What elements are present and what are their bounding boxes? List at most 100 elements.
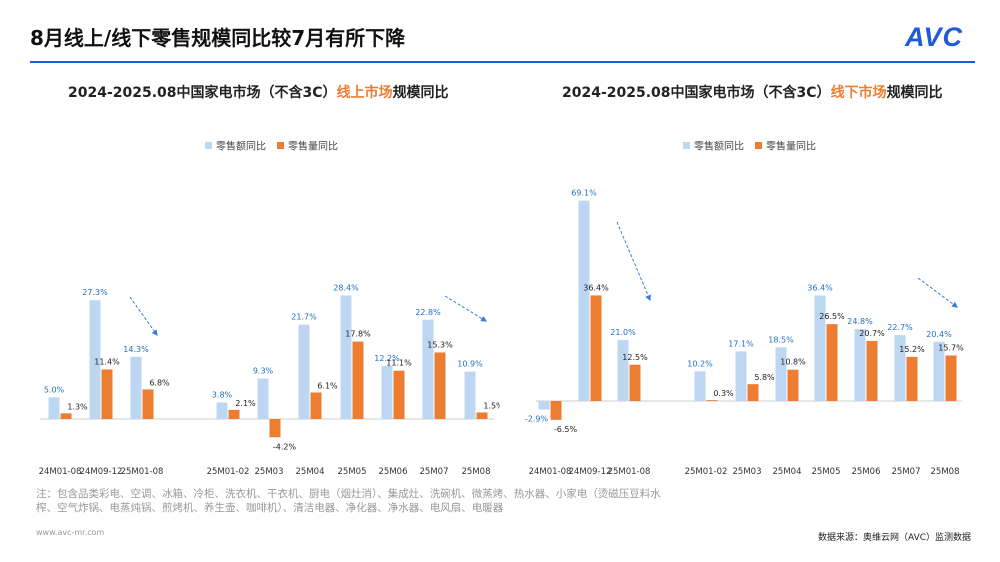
data-label-s1-24M01-08: -2.9% bbox=[525, 414, 549, 423]
bar-s2-25M03 bbox=[269, 419, 281, 438]
legend-swatch-2 bbox=[755, 142, 762, 149]
data-label-s1-25M04: 18.5% bbox=[768, 335, 794, 344]
data-label-s1-25M01-08: 21.0% bbox=[610, 328, 636, 337]
chart-title: 2024-2025.08中国家电市场（不含3C）线上市场规模同比 bbox=[68, 84, 449, 101]
x-tick-label-25M08: 25M08 bbox=[462, 467, 491, 477]
data-label-s2-25M04: 10.8% bbox=[780, 358, 806, 367]
chart-title: 2024-2025.08中国家电市场（不含3C）线下市场规模同比 bbox=[562, 84, 943, 101]
bar-s1-25M08 bbox=[933, 341, 945, 401]
data-label-s1-24M09-12: 27.3% bbox=[82, 288, 108, 297]
data-label-s1-25M05: 36.4% bbox=[807, 283, 833, 292]
bar-s2-25M04 bbox=[787, 369, 799, 401]
data-label-s2-24M09-12: 36.4% bbox=[583, 283, 609, 292]
avc-logo: AVC bbox=[905, 22, 964, 52]
bar-s1-25M07 bbox=[894, 335, 906, 401]
chart-title-prefix: 2024-2025.08中国家电市场（不含3C） bbox=[68, 84, 337, 101]
bar-s2-25M06 bbox=[866, 340, 878, 401]
data-label-s1-25M06: 24.8% bbox=[847, 317, 873, 326]
legend: 零售额同比 零售量同比 bbox=[683, 140, 816, 153]
website-url: www.avc-mr.com bbox=[36, 528, 105, 537]
x-tick-label-25M07: 25M07 bbox=[420, 467, 449, 477]
data-label-s1-25M08: 20.4% bbox=[926, 330, 952, 339]
bar-s1-25M01-02 bbox=[694, 371, 706, 401]
x-tick-label-24M09-12: 24M09-12 bbox=[80, 467, 123, 477]
bar-s2-24M09-12 bbox=[590, 295, 602, 401]
x-tick-label-24M09-12: 24M09-12 bbox=[569, 467, 612, 477]
x-tick-label-25M01-02: 25M01-02 bbox=[685, 467, 728, 477]
footnote: 注：包含品类彩电、空调、冰箱、冷柜、洗衣机、干衣机、厨电（烟灶消）、集成灶、洗碗… bbox=[36, 488, 661, 514]
x-tick-label-25M01-08: 25M01-08 bbox=[608, 467, 651, 477]
data-label-s1-25M03: 9.3% bbox=[253, 367, 274, 376]
bar-s2-25M06 bbox=[393, 370, 405, 419]
bar-s1-25M03 bbox=[257, 378, 269, 419]
bar-s1-24M09-12 bbox=[578, 200, 590, 401]
bar-s1-25M07 bbox=[422, 319, 434, 419]
bar-s1-25M06 bbox=[381, 365, 393, 419]
legend-label-2: 零售量同比 bbox=[288, 140, 338, 153]
data-label-s2-25M05: 26.5% bbox=[819, 312, 845, 321]
bar-s1-25M04 bbox=[298, 324, 310, 419]
chart-title-suffix: 规模同比 bbox=[887, 84, 943, 101]
bar-s2-25M07 bbox=[906, 356, 918, 401]
bar-s1-24M01-08 bbox=[538, 401, 550, 410]
x-tick-label-24M01-08: 24M01-08 bbox=[529, 467, 572, 477]
x-tick-label-25M08: 25M08 bbox=[931, 467, 960, 477]
bar-s2-25M01-08 bbox=[142, 389, 154, 419]
trend-arrow-1 bbox=[616, 221, 651, 302]
bar-s2-25M03 bbox=[747, 384, 759, 401]
x-tick-label-25M05: 25M05 bbox=[812, 467, 841, 477]
data-label-s2-25M03: 5.8% bbox=[754, 373, 775, 382]
data-label-s2-25M07: 15.2% bbox=[899, 345, 925, 354]
bar-s1-25M08 bbox=[464, 371, 476, 419]
bar-s1-25M01-08 bbox=[617, 340, 629, 401]
data-label-s2-25M07: 15.3% bbox=[427, 340, 453, 349]
bar-s1-25M05 bbox=[814, 295, 826, 401]
bar-s1-24M01-08 bbox=[48, 397, 60, 419]
bar-s2-25M08 bbox=[945, 355, 957, 401]
chart-title-highlight: 线下市场 bbox=[831, 84, 887, 101]
bar-s1-25M01-08 bbox=[130, 356, 142, 419]
bar-s2-25M08 bbox=[476, 412, 488, 419]
data-label-s2-24M09-12: 11.4% bbox=[94, 357, 120, 366]
legend-label-1: 零售额同比 bbox=[216, 140, 266, 153]
bar-s1-25M04 bbox=[775, 347, 787, 401]
data-label-s2-25M04: 6.1% bbox=[317, 381, 338, 390]
bar-s2-25M07 bbox=[434, 352, 446, 419]
data-label-s2-25M01-08: 6.8% bbox=[149, 378, 170, 387]
data-label-s2-24M01-08: 1.3% bbox=[67, 402, 88, 411]
data-label-s2-25M05: 17.8% bbox=[345, 330, 371, 339]
data-label-s1-25M04: 21.7% bbox=[291, 313, 317, 322]
bar-s2-24M09-12 bbox=[101, 369, 113, 419]
data-label-s1-25M01-08: 14.3% bbox=[123, 345, 149, 354]
legend-label-2: 零售量同比 bbox=[766, 140, 816, 153]
data-label-s2-25M03: -4.2% bbox=[273, 442, 297, 451]
data-label-s2-24M01-08: -6.5% bbox=[554, 425, 578, 434]
chart-title-suffix: 规模同比 bbox=[393, 84, 449, 101]
bar-s2-25M05 bbox=[352, 341, 364, 419]
trend-arrow-2 bbox=[917, 277, 958, 308]
data-label-s1-25M07: 22.8% bbox=[415, 308, 441, 317]
data-label-s2-25M01-02: 2.1% bbox=[235, 399, 256, 408]
x-tick-label-25M01-02: 25M01-02 bbox=[207, 467, 250, 477]
x-tick-label-25M06: 25M06 bbox=[379, 467, 408, 477]
legend-swatch-2 bbox=[277, 142, 284, 149]
data-label-s1-25M06: 12.2% bbox=[374, 354, 400, 363]
x-tick-label-25M04: 25M04 bbox=[773, 467, 802, 477]
chart-title-highlight: 线上市场 bbox=[337, 84, 393, 101]
bar-s2-24M01-08 bbox=[550, 401, 562, 420]
legend-swatch-1 bbox=[205, 142, 212, 149]
bar-s1-25M06 bbox=[854, 329, 866, 401]
data-label-s1-25M08: 10.9% bbox=[457, 360, 483, 369]
title-rule bbox=[30, 61, 975, 63]
bar-s1-25M03 bbox=[735, 351, 747, 401]
x-tick-label-25M06: 25M06 bbox=[852, 467, 881, 477]
x-tick-label-25M03: 25M03 bbox=[255, 467, 284, 477]
data-label-s2-25M01-02: 0.3% bbox=[713, 389, 734, 398]
bar-s2-25M01-02 bbox=[706, 400, 718, 401]
bar-s1-25M05 bbox=[340, 295, 352, 419]
data-label-s2-25M08: 1.5% bbox=[483, 401, 500, 410]
bar-s2-25M05 bbox=[826, 324, 838, 401]
data-label-s2-25M06: 11.1% bbox=[386, 359, 412, 368]
data-label-s2-25M01-08: 12.5% bbox=[622, 353, 648, 362]
